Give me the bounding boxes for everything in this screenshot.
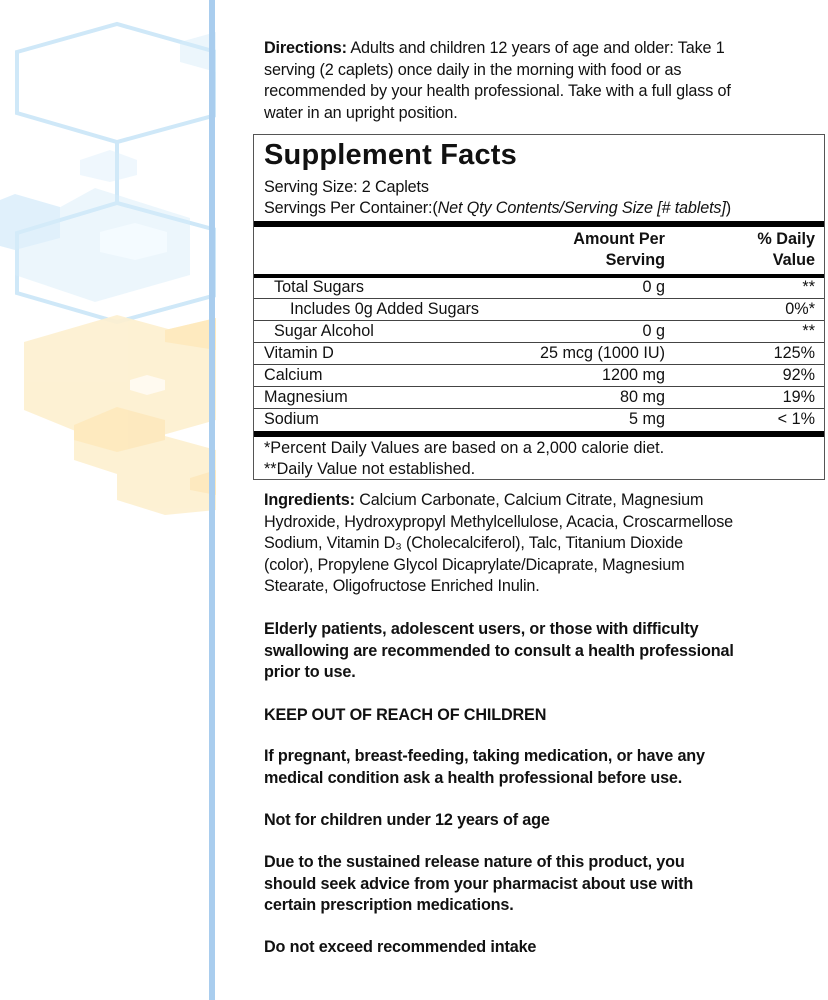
- servings-label: Servings Per Container:(: [264, 199, 438, 217]
- nutrient-amount: 25 mcg (1000 IU): [539, 344, 665, 362]
- nutrient-name: Vitamin D: [264, 344, 334, 362]
- nutrient-daily-value: 0%*: [785, 300, 815, 318]
- nutrient-row: Includes 0g Added Sugars 0%*: [254, 298, 824, 321]
- nutrient-daily-value: **: [802, 278, 815, 296]
- nutrient-amount: 5 mg: [629, 410, 665, 428]
- nutrient-row: Total Sugars 0 g **: [254, 276, 824, 299]
- header-amount-per-serving: Amount Per Serving: [573, 230, 665, 269]
- ingredients-paragraph: Ingredients: Calcium Carbonate, Calcium …: [264, 490, 824, 598]
- nutrient-daily-value: **: [802, 322, 815, 340]
- thick-divider: [254, 431, 824, 437]
- nutrient-daily-value: < 1%: [777, 410, 815, 428]
- nutrient-name: Sugar Alcohol: [274, 322, 374, 340]
- facts-title: Supplement Facts: [264, 139, 517, 171]
- nutrient-row: Vitamin D 25 mcg (1000 IU) 125%: [254, 342, 824, 365]
- thick-divider: [254, 274, 824, 278]
- nutrient-row: Sugar Alcohol 0 g **: [254, 320, 824, 343]
- nutrient-rows: Total Sugars 0 g ** Includes 0g Added Sugar…: [254, 276, 824, 430]
- hexagon-background-decoration: [0, 21, 216, 515]
- warning-do-not-exceed: Do not exceed recommended intake: [264, 938, 537, 956]
- footnote-percent-dv: *Percent Daily Values are based on a 2,0…: [264, 439, 665, 457]
- nutrient-name: Total Sugars: [274, 278, 364, 296]
- nutrient-name: Includes 0g Added Sugars: [290, 300, 479, 318]
- nutrient-amount: 1200 mg: [602, 366, 665, 384]
- directions-paragraph: Directions: Adults and children 12 years…: [264, 38, 824, 124]
- warning-pregnant: If pregnant, breast-feeding, taking medi…: [264, 747, 705, 787]
- header-daily-value: % Daily Value: [757, 230, 815, 269]
- nutrient-row: Sodium 5 mg < 1%: [254, 408, 824, 430]
- nutrient-amount: 0 g: [642, 278, 665, 296]
- supplement-facts-panel: Supplement Facts Serving Size: 2 Caplets…: [253, 134, 825, 480]
- warning-keep-out-of-reach: KEEP OUT OF REACH OF CHILDREN: [264, 706, 547, 724]
- nutrient-amount: 0 g: [642, 322, 665, 340]
- nutrient-name: Magnesium: [264, 388, 348, 406]
- servings-per-container: Servings Per Container:(Net Qty Contents…: [264, 199, 731, 218]
- nutrient-amount: 80 mg: [620, 388, 665, 406]
- nutrient-daily-value: 92%: [782, 366, 815, 384]
- directions-label: Directions:: [264, 39, 347, 57]
- nutrient-daily-value: 19%: [782, 388, 815, 406]
- servings-value: Net Qty Contents/Serving Size [# tablets…: [437, 199, 726, 217]
- nutrient-name: Sodium: [264, 410, 319, 428]
- nutrient-row: Magnesium 80 mg 19%: [254, 386, 824, 409]
- warning-sustained-release: Due to the sustained release nature of t…: [264, 853, 694, 915]
- ingredients-text: Calcium Carbonate, Calcium Citrate, Magn…: [264, 491, 734, 596]
- servings-end: ): [725, 199, 731, 217]
- directions-text: Adults and children 12 years of age and …: [264, 39, 731, 122]
- serving-size: Serving Size: 2 Caplets: [264, 178, 429, 196]
- warning-elderly: Elderly patients, adolescent users, or t…: [264, 620, 734, 682]
- ingredients-label: Ingredients:: [264, 491, 355, 509]
- footnote-dv-not-established: **Daily Value not established.: [264, 460, 476, 478]
- nutrient-row: Calcium 1200 mg 92%: [254, 364, 824, 387]
- thick-divider: [254, 221, 824, 227]
- nutrient-daily-value: 125%: [773, 344, 815, 362]
- nutrient-name: Calcium: [264, 366, 323, 384]
- accent-vertical-bar: [209, 0, 215, 1000]
- warning-children-under-12: Not for children under 12 years of age: [264, 811, 550, 829]
